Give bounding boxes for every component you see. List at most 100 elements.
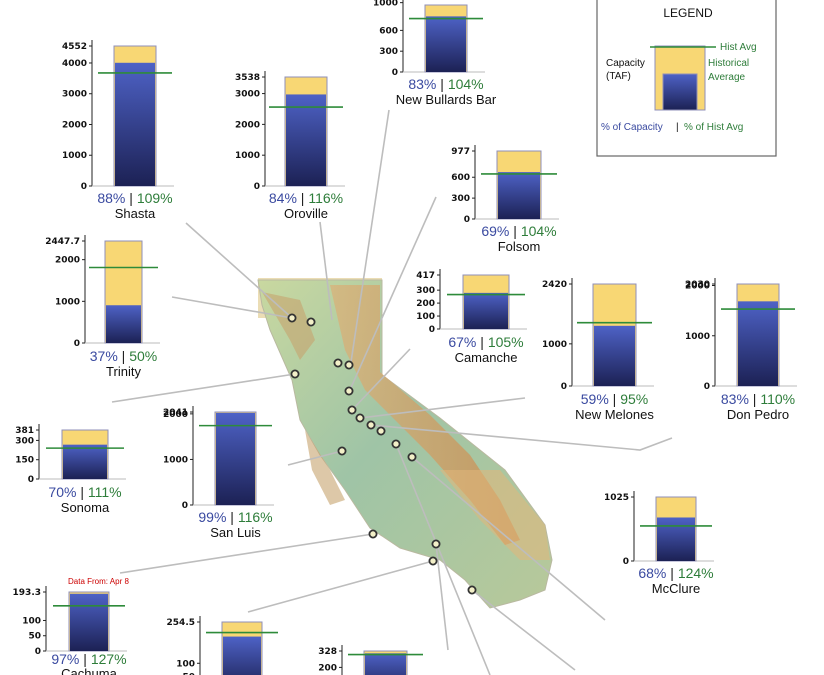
- tick-label: 2447.7: [45, 237, 80, 247]
- reservoir-chart: 0 1000 2000 2447.7 37% | 50%Trinity: [45, 235, 160, 379]
- reservoir-name: McClure: [652, 581, 700, 596]
- storage-bar: [63, 444, 107, 479]
- tick-label: 1000: [373, 0, 398, 9]
- reservoir-dot[interactable]: [355, 413, 365, 423]
- pct-separator: |: [749, 391, 760, 407]
- reservoir-dot[interactable]: [467, 585, 477, 595]
- pct-label: 88% | 109%: [97, 190, 172, 206]
- storage-bar: [594, 325, 635, 386]
- reservoir-dot[interactable]: [344, 360, 354, 370]
- tick-label: 2000: [55, 256, 80, 266]
- california-map: [257, 278, 553, 609]
- tick-label: 200: [318, 663, 337, 673]
- tick-label: 2041: [163, 408, 188, 418]
- reservoir-dot[interactable]: [391, 439, 401, 449]
- reservoir-dot[interactable]: [337, 446, 347, 456]
- legend-footer-separator: |: [676, 122, 679, 133]
- reservoir-dot[interactable]: [344, 386, 354, 396]
- leader-line: [359, 397, 526, 419]
- storage-bar: [106, 305, 141, 343]
- reservoir-dot[interactable]: [428, 556, 438, 566]
- leader-line: [350, 109, 390, 363]
- tick-label: 1000: [62, 151, 87, 161]
- reservoir-dot[interactable]: [287, 313, 297, 323]
- legend-storage-bar: [662, 73, 698, 111]
- leader-line: [370, 424, 673, 451]
- tick-label: 2000: [685, 282, 710, 292]
- california-shape: [257, 279, 553, 609]
- tick-label: 0: [182, 501, 188, 511]
- pct-of-hist-avg: 105%: [488, 334, 524, 350]
- pct-of-capacity: 97%: [51, 651, 79, 667]
- reservoir-name: Shasta: [115, 206, 156, 221]
- pct-of-hist-avg: 104%: [448, 76, 484, 92]
- southern-desert: [440, 470, 550, 560]
- legend-capacity-units: (TAF): [606, 71, 631, 82]
- reservoir-dot[interactable]: [347, 405, 357, 415]
- reservoir-dot[interactable]: [376, 426, 386, 436]
- storage-bar: [426, 16, 466, 72]
- tick-label: 254.5: [167, 618, 195, 628]
- tick-label: 0: [561, 382, 567, 392]
- storage-bar: [738, 301, 778, 386]
- tick-label: 50: [28, 632, 41, 642]
- leader-line: [287, 450, 343, 466]
- tick-label: 3000: [62, 90, 87, 100]
- pct-separator: |: [76, 484, 87, 500]
- pct-label: 99% | 116%: [198, 509, 272, 525]
- pct-label: 67% | 105%: [448, 334, 523, 350]
- reservoir-dot[interactable]: [306, 317, 316, 327]
- tick-label: 100: [176, 659, 195, 669]
- leader-line: [471, 589, 576, 671]
- legend-historical-label-1: Historical: [708, 58, 749, 69]
- reservoir-dot[interactable]: [290, 369, 300, 379]
- pct-of-capacity: 70%: [48, 484, 76, 500]
- leader-line: [119, 533, 374, 574]
- leader-line: [247, 560, 434, 613]
- leader-line: [435, 543, 449, 651]
- pct-of-capacity: 83%: [408, 76, 436, 92]
- reservoir-dot[interactable]: [431, 539, 441, 549]
- leader-line: [395, 443, 491, 675]
- legend-footer-capacity: % of Capacity: [601, 122, 663, 133]
- tick-label: 0: [74, 339, 80, 349]
- reservoir-dot[interactable]: [368, 529, 378, 539]
- tick-label: 50: [182, 673, 195, 675]
- legend-footer-hist: % of Hist Avg: [684, 122, 743, 133]
- pct-of-hist-avg: 116%: [308, 190, 343, 206]
- storage-bar: [286, 94, 326, 186]
- pct-label: 97% | 127%: [51, 651, 126, 667]
- leader-line: [411, 456, 606, 621]
- tick-label: 381: [15, 426, 34, 436]
- storage-bar: [365, 653, 406, 675]
- pct-separator: |: [118, 348, 129, 364]
- reservoir-dot[interactable]: [407, 452, 417, 462]
- tick-label: 1000: [542, 340, 567, 350]
- tick-label: 1025: [604, 493, 629, 503]
- reservoir-dot[interactable]: [366, 420, 376, 430]
- reservoir-name: San Luis: [210, 525, 261, 540]
- tick-label: 0: [392, 68, 398, 78]
- reservoir-chart: 0 1000 2000 3000 4000 4552 88% | 109%Shasta: [62, 40, 174, 221]
- tick-label: 977: [451, 147, 470, 157]
- reservoir-chart: 0 1000 2420 59% | 95%New Melones: [542, 278, 654, 422]
- tick-label: 600: [379, 26, 398, 36]
- reservoir-chart: 100200328: [318, 645, 423, 675]
- pct-label: 83% | 110%: [721, 391, 795, 407]
- tick-label: 150: [15, 456, 34, 466]
- tick-label: 0: [35, 647, 41, 657]
- storage-bar: [115, 62, 155, 186]
- reservoir-name: Sonoma: [61, 500, 110, 515]
- reservoir-chart: 0 1000 2000 3000 3538 84% | 116%Oroville: [235, 71, 345, 221]
- pct-label: 69% | 104%: [481, 223, 556, 239]
- tick-label: 100: [22, 616, 41, 626]
- reservoir-dot[interactable]: [333, 358, 343, 368]
- tick-label: 1000: [163, 455, 188, 465]
- pct-label: 84% | 116%: [269, 190, 343, 206]
- reservoir-chart: 0 50 100 193.3 97% | 127%Cachuma Data From: A…: [13, 577, 130, 675]
- pct-of-capacity: 88%: [97, 190, 125, 206]
